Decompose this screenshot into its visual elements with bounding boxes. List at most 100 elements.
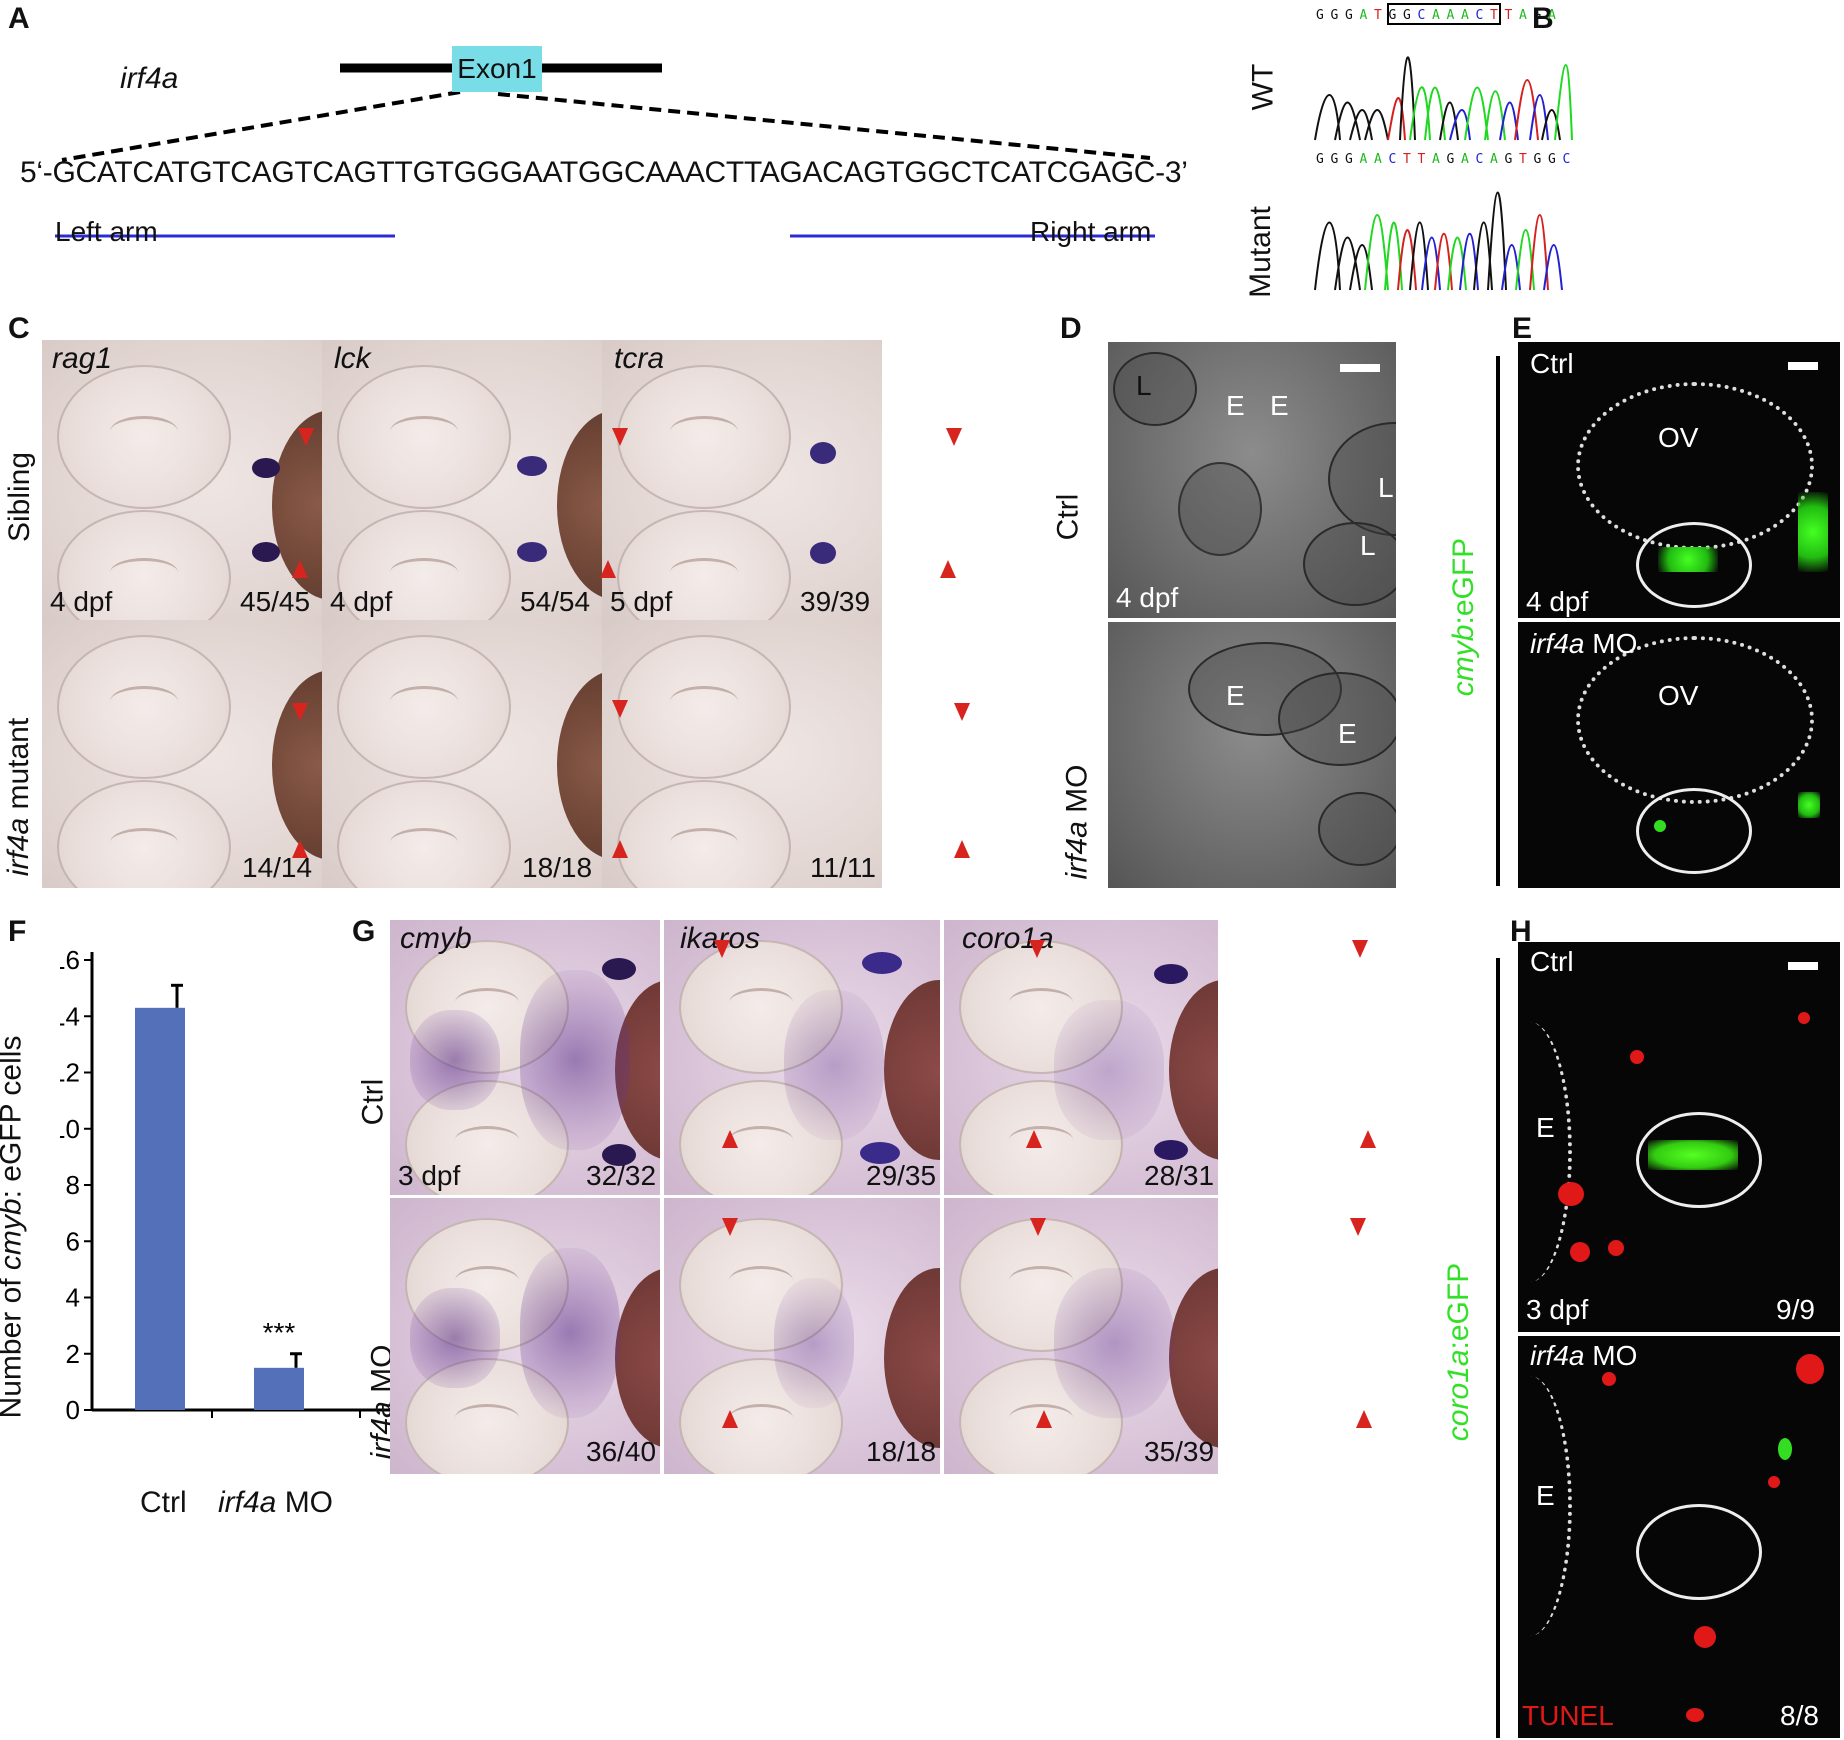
ish-tcra-sibling (602, 340, 882, 620)
base-letter: G (1403, 8, 1411, 23)
base-letter: G (1389, 8, 1397, 23)
wt-label-box: WT (1240, 50, 1310, 140)
base-letter: A (1432, 152, 1440, 167)
e-outline (1518, 1376, 1572, 1636)
base-letter: T (1403, 152, 1411, 167)
red-arrow (714, 940, 730, 958)
row-label-d-mo-box: irf4a MO (1050, 760, 1094, 880)
bracket-line-h (1496, 958, 1500, 1738)
bracket-line-e (1496, 356, 1500, 886)
count-cmyb-mo: 36/40 (586, 1436, 657, 1467)
gfp-cells (1778, 1438, 1792, 1460)
thymus-outline (1636, 788, 1752, 874)
count-tcra-sibling: 39/39 (800, 586, 871, 617)
panel-label-g: G (352, 915, 376, 948)
base-letter: G (1345, 8, 1353, 23)
scale-bar (1788, 962, 1818, 970)
base-letter: G (1534, 152, 1542, 167)
row-label-d-ctrl-box: Ctrl (1050, 480, 1090, 560)
ish-lck-mutant (322, 620, 602, 888)
ish-cmyb-ctrl (390, 920, 660, 1195)
stage-h: 3 dpf (1526, 1294, 1589, 1325)
ish-lck-sibling (322, 340, 602, 620)
count-ikaros-ctrl: 29/35 (866, 1160, 937, 1191)
gfp-cells (1654, 820, 1666, 832)
y-tick-label: 0 (66, 1395, 80, 1425)
label-h-mo: irf4a MO (1530, 1340, 1638, 1371)
red-arrow (1030, 1218, 1046, 1236)
tunel-label: TUNEL (1522, 1700, 1614, 1731)
gene-schematic (55, 63, 1155, 238)
gene-tcra: tcra (614, 342, 665, 375)
base-letter: A (1461, 152, 1469, 167)
side-label-h: coro1a:eGFP (1442, 1262, 1476, 1442)
em-label: E (1338, 718, 1357, 749)
count-lck-mutant: 18/18 (522, 852, 593, 883)
count-h-mo: 8/8 (1780, 1700, 1819, 1731)
gfp-cells (1798, 492, 1828, 572)
base-letter: T (1374, 8, 1382, 23)
row-label-d-ctrl: Ctrl (1051, 493, 1085, 541)
scale-bar (1788, 362, 1818, 370)
label-e-mo: irf4a MO (1530, 628, 1638, 659)
stage-g: 3 dpf (398, 1160, 461, 1191)
red-arrow (1036, 1410, 1052, 1428)
em-label: L (1136, 370, 1152, 401)
red-arrow (946, 428, 962, 446)
base-letter: A (1519, 8, 1527, 23)
bar-chart-f: 0 2 4 6 8 10 12 14 16 *** (60, 945, 390, 1425)
base-letter: G (1345, 152, 1353, 167)
side-label-e-box: cmyb:eGFP (1440, 520, 1500, 720)
tunel-cell (1686, 1708, 1704, 1722)
red-arrow (1350, 1218, 1366, 1236)
row-label-g-ctrl: Ctrl (356, 1078, 390, 1126)
tunel-cell (1694, 1626, 1716, 1648)
panel-label-h: H (1510, 915, 1532, 948)
red-arrow (1026, 1130, 1042, 1148)
ish-ikaros-ctrl (664, 920, 940, 1195)
scale-bar (1340, 364, 1380, 372)
panel-label-a: A (8, 2, 30, 35)
base-letter: A (1360, 152, 1368, 167)
base-letter: A (1490, 152, 1498, 167)
gene-rag1: rag1 (52, 342, 113, 375)
fluor-e-ctrl: Ctrl OV 4 dpf (1518, 342, 1840, 618)
ish-rag1-sibling (42, 340, 322, 620)
base-letter: C (1476, 152, 1484, 167)
bar (135, 1007, 185, 1410)
red-arrow (292, 840, 308, 858)
thymus-outline (1636, 1504, 1762, 1600)
base-letter: G (1331, 152, 1339, 167)
y-axis-label: Number of cmyb: eGFP cells (0, 1035, 28, 1419)
fluor-h-mo: irf4a MO E TUNEL 8/8 (1518, 1336, 1840, 1738)
tunel-cell (1798, 1012, 1810, 1024)
base-letter: A (1461, 8, 1469, 23)
label-ov: OV (1658, 422, 1699, 453)
em-label: L (1360, 530, 1376, 561)
count-h-ctrl: 9/9 (1776, 1294, 1815, 1325)
label-h-ctrl: Ctrl (1530, 946, 1574, 977)
tunel-cell (1768, 1476, 1780, 1488)
red-arrow (298, 428, 314, 446)
base-letter: A (1548, 8, 1556, 23)
em-ctrl: L E E L L 4 dpf (1108, 342, 1396, 618)
gfp-cells (1658, 547, 1718, 572)
panel-label-c: C (8, 312, 30, 345)
label-h-e: E (1536, 1112, 1555, 1143)
base-letter: A (1374, 152, 1382, 167)
gfp-cells (1798, 792, 1820, 818)
base-letter: G (1331, 8, 1339, 23)
ish-rag1-mutant (42, 620, 322, 888)
panel-label-d: D (1060, 312, 1082, 345)
count-tcra-mutant: 11/11 (810, 852, 876, 883)
row-label-d-mo: irf4a MO (1060, 764, 1094, 880)
red-arrow (600, 560, 616, 578)
base-letter: T (1418, 152, 1426, 167)
count-rag1-sibling: 45/45 (240, 586, 311, 617)
dashed-right (497, 92, 1151, 160)
y-tick-label: 16 (60, 945, 80, 975)
e-outline (1518, 1022, 1572, 1282)
red-arrow (940, 560, 956, 578)
tunel-cell (1796, 1354, 1824, 1384)
stage-c3: 5 dpf (610, 586, 673, 617)
